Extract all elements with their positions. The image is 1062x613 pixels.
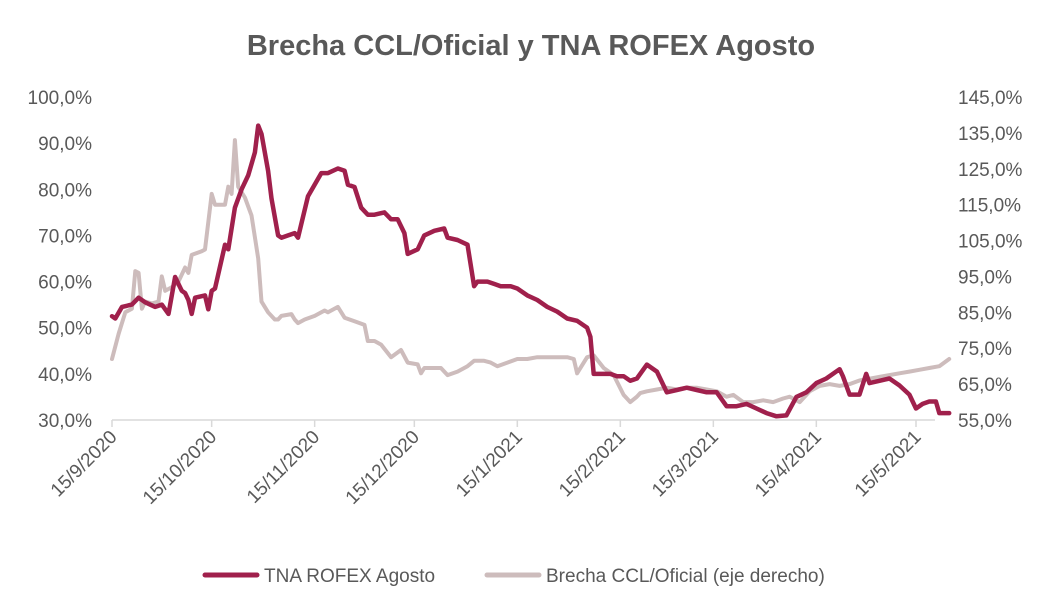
x-tick-label: 15/4/2021 bbox=[751, 427, 826, 502]
left-tick-label: 60,0% bbox=[38, 273, 92, 294]
x-tick-label: 15/5/2021 bbox=[851, 427, 926, 502]
x-axis-ticks: 15/9/2020 15/10/2020 15/11/2020 15/12/2020 1… bbox=[47, 420, 926, 509]
legend-label-brecha: Brecha CCL/Oficial (eje derecho) bbox=[546, 566, 825, 587]
right-tick-label: 135,0% bbox=[958, 124, 1023, 145]
series-line-brecha bbox=[110, 138, 952, 405]
x-tick-label: 15/2/2021 bbox=[555, 427, 630, 502]
x-tick-label: 15/12/2020 bbox=[342, 427, 424, 509]
x-tick-label: 15/3/2021 bbox=[648, 427, 723, 502]
left-tick-label: 90,0% bbox=[38, 134, 92, 155]
left-axis-ticks: 30,0% 40,0% 50,0% 60,0% 70,0% 80,0% 90,0% 100,0… bbox=[28, 88, 93, 432]
x-tick-label: 15/1/2021 bbox=[452, 427, 527, 502]
right-tick-label: 65,0% bbox=[958, 375, 1012, 396]
left-tick-label: 80,0% bbox=[38, 180, 92, 201]
left-tick-label: 30,0% bbox=[38, 411, 92, 432]
x-tick-label: 15/9/2020 bbox=[47, 427, 122, 502]
x-tick-label: 15/11/2020 bbox=[243, 427, 324, 508]
left-tick-label: 100,0% bbox=[28, 88, 93, 109]
right-tick-label: 145,0% bbox=[958, 88, 1023, 109]
right-tick-label: 95,0% bbox=[958, 267, 1012, 288]
left-tick-label: 70,0% bbox=[38, 226, 92, 247]
legend: TNA ROFEX Agosto Brecha CCL/Oficial (eje… bbox=[202, 566, 825, 587]
chart-title: Brecha CCL/Oficial y TNA ROFEX Agosto bbox=[247, 30, 815, 62]
right-tick-label: 55,0% bbox=[958, 411, 1012, 432]
right-tick-label: 85,0% bbox=[958, 303, 1012, 324]
right-axis-ticks: 55,0% 65,0% 75,0% 85,0% 95,0% 105,0% 115,0% 125… bbox=[958, 88, 1023, 432]
right-tick-label: 125,0% bbox=[958, 160, 1023, 181]
right-tick-label: 75,0% bbox=[958, 339, 1012, 360]
series-line-tna-rofex bbox=[109, 123, 952, 419]
series-layer bbox=[109, 123, 952, 419]
legend-label-tna-rofex: TNA ROFEX Agosto bbox=[264, 566, 435, 587]
x-tick-label: 15/10/2020 bbox=[139, 427, 221, 509]
right-tick-label: 105,0% bbox=[958, 232, 1023, 253]
left-tick-label: 50,0% bbox=[38, 319, 92, 340]
right-tick-label: 115,0% bbox=[958, 196, 1021, 217]
left-tick-label: 40,0% bbox=[38, 365, 92, 386]
